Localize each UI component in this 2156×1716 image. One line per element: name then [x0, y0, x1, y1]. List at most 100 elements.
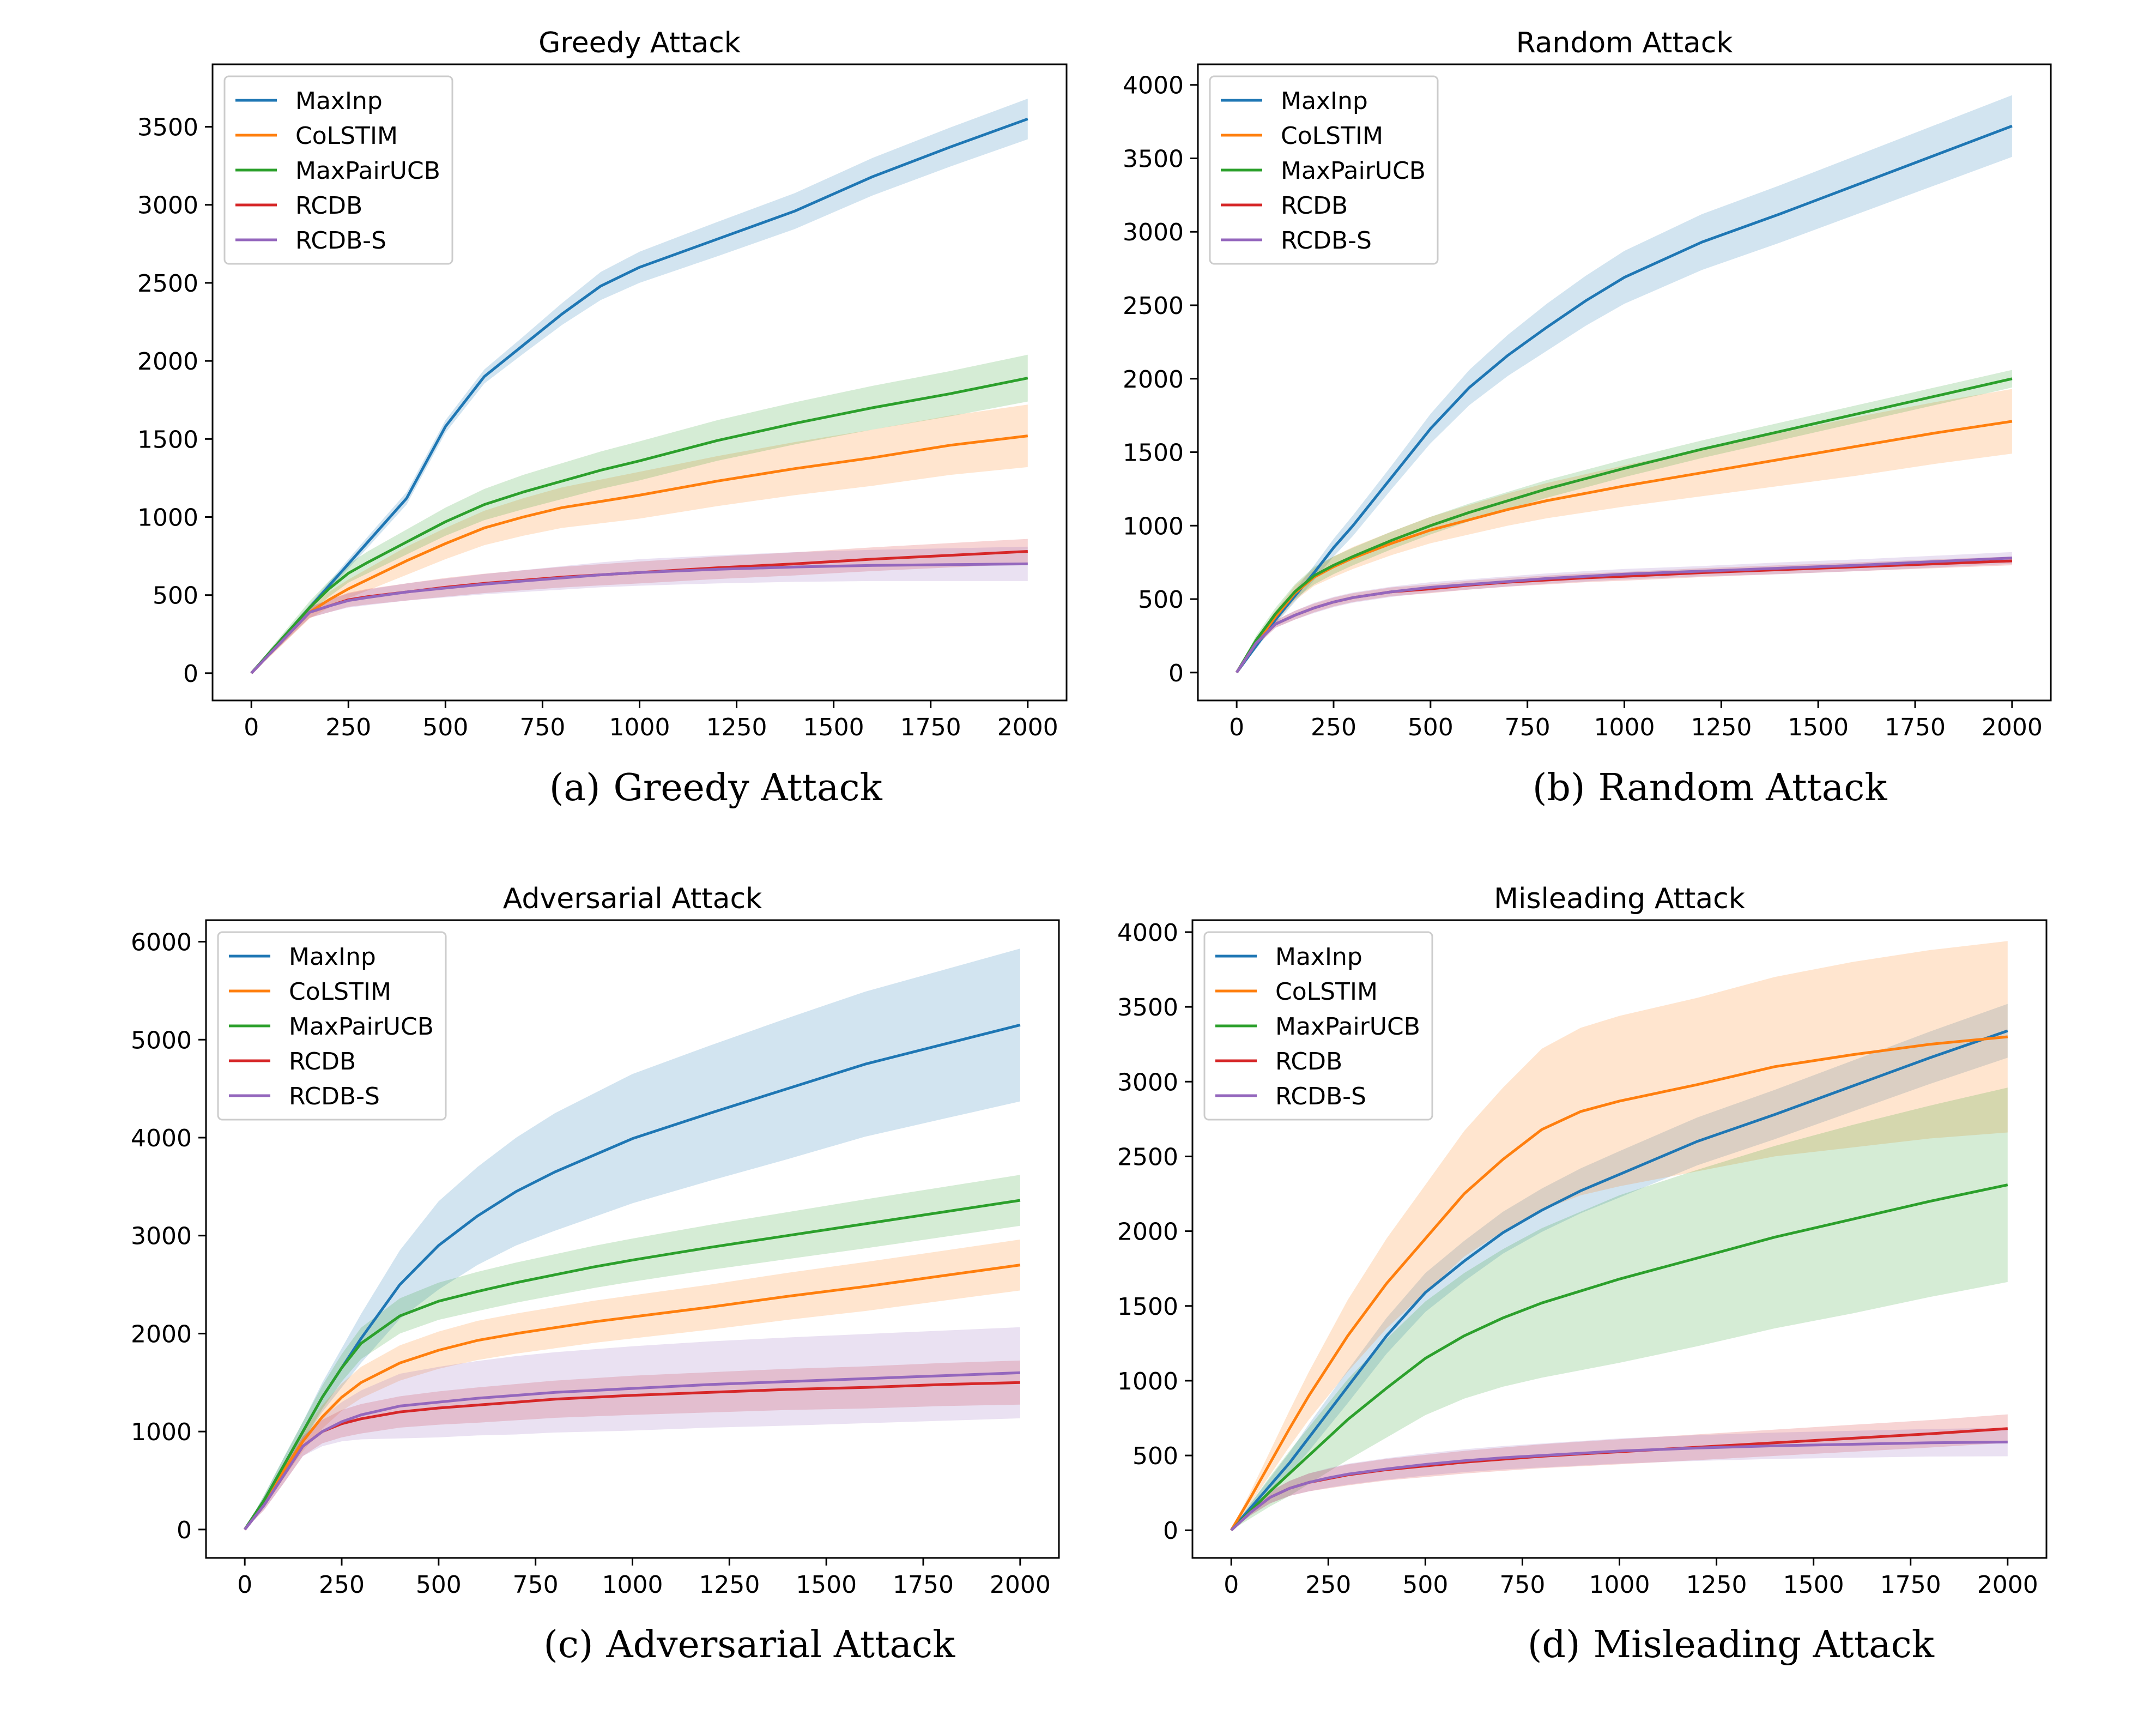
- legend-label-colstim: CoLSTIM: [289, 978, 391, 1006]
- y-tick-label: 1500: [1117, 1293, 1178, 1321]
- x-tick-label: 250: [319, 1571, 365, 1599]
- legend-label-maxpairucb: MaxPairUCB: [295, 157, 440, 185]
- x-tick-label: 750: [519, 714, 565, 741]
- legend-label-colstim: CoLSTIM: [295, 122, 398, 150]
- band-colstim: [251, 404, 1028, 673]
- band-maxpairucb: [1231, 1087, 2008, 1531]
- caption-text: Misleading Attack: [1594, 1623, 1935, 1666]
- chart-title: Greedy Attack: [538, 27, 741, 59]
- y-tick-label: 5000: [131, 1026, 192, 1054]
- y-tick-label: 2000: [1117, 1218, 1178, 1246]
- x-tick-label: 1500: [803, 714, 864, 741]
- line-rcdb-s: [1236, 557, 2013, 674]
- line-maxpairucb: [250, 377, 1028, 674]
- legend-label-maxinp: MaxInp: [289, 943, 376, 971]
- y-tick-label: 0: [183, 660, 198, 688]
- y-tick-label: 2000: [131, 1320, 192, 1348]
- legend-label-rcdb-s: RCDB-S: [289, 1083, 380, 1110]
- y-tick-label: 3000: [1117, 1068, 1178, 1096]
- line-maxinp: [1236, 124, 2013, 674]
- y-tick-label: 2000: [137, 348, 198, 376]
- y-tick-label: 2000: [1123, 366, 1184, 394]
- legend-label-colstim: CoLSTIM: [1281, 122, 1383, 150]
- y-tick-label: 500: [1138, 586, 1184, 614]
- y-tick-label: 1000: [137, 504, 198, 532]
- legend-box: [217, 931, 447, 1121]
- x-tick-label: 250: [1305, 1571, 1351, 1599]
- x-tick-label: 1000: [602, 1571, 663, 1599]
- band-maxinp: [251, 99, 1028, 673]
- line-colstim: [1230, 1035, 2008, 1531]
- legend-label-maxinp: MaxInp: [1281, 87, 1368, 115]
- legend: MaxInp CoLSTIM MaxPairUCB RCDB RCDB-S: [1209, 75, 1439, 265]
- legend: MaxInp CoLSTIM MaxPairUCB RCDB RCDB-S: [217, 931, 447, 1121]
- y-tick-label: 4000: [1123, 72, 1184, 100]
- band-rcdb: [251, 539, 1028, 673]
- x-tick-label: 1500: [1783, 1571, 1844, 1599]
- legend: MaxInp CoLSTIM MaxPairUCB RCDB RCDB-S: [223, 75, 453, 265]
- x-tick-label: 500: [1408, 714, 1454, 741]
- legend-label-rcdb-s: RCDB-S: [1281, 227, 1372, 255]
- x-tick-label: 2000: [1982, 714, 2043, 741]
- plot-area: [244, 948, 1021, 1531]
- band-maxpairucb: [245, 1175, 1020, 1530]
- legend-label-rcdb: RCDB: [289, 1048, 356, 1075]
- chart-panel-3: Adversarial Attack 0 250 500 750 1000 1250 1500…: [131, 883, 1060, 1666]
- band-maxpairucb: [251, 354, 1028, 673]
- caption-label: (c): [543, 1623, 593, 1666]
- legend-box: [1203, 931, 1433, 1121]
- x-tick-label: 750: [513, 1571, 559, 1599]
- legend-box: [223, 75, 453, 265]
- x-tick-label: 2000: [990, 1571, 1051, 1599]
- caption-text: Random Attack: [1598, 766, 1888, 809]
- x-tick-label: 1500: [796, 1571, 857, 1599]
- x-tick-label: 0: [1224, 1571, 1239, 1599]
- legend-label-rcdb-s: RCDB-S: [1275, 1083, 1366, 1110]
- y-tick-label: 4000: [131, 1125, 192, 1152]
- x-tick-label: 0: [1229, 714, 1244, 741]
- y-tick-label: 500: [153, 582, 198, 610]
- y-tick-label: 3500: [1123, 145, 1184, 173]
- legend: MaxInp CoLSTIM MaxPairUCB RCDB RCDB-S: [1203, 931, 1433, 1121]
- band-rcdb: [1231, 1414, 2008, 1531]
- line-maxpairucb: [1235, 377, 2013, 674]
- y-tick-label: 0: [1163, 1517, 1178, 1545]
- line-rcdb: [1236, 559, 2012, 674]
- legend-label-colstim: CoLSTIM: [1275, 978, 1378, 1006]
- band-maxinp: [245, 948, 1020, 1530]
- line-rcdb-s: [250, 562, 1028, 674]
- band-rcdb-s: [1231, 1428, 2008, 1531]
- y-tick-label: 3000: [1123, 219, 1184, 246]
- band-maxinp: [1237, 95, 2012, 673]
- legend-label-rcdb: RCDB: [1281, 192, 1348, 220]
- line-maxpairucb: [244, 1199, 1021, 1531]
- y-tick-label: 1000: [1117, 1368, 1178, 1395]
- chart-title: Random Attack: [1516, 27, 1733, 59]
- line-maxpairucb: [1230, 1183, 2008, 1531]
- band-maxpairucb: [1237, 370, 2012, 673]
- caption-label: (b): [1533, 766, 1585, 809]
- caption-text: Adversarial Attack: [606, 1623, 956, 1666]
- x-tick-label: 500: [1402, 1571, 1448, 1599]
- band-rcdb-s: [1237, 552, 2012, 673]
- y-tick-label: 1500: [1123, 439, 1184, 467]
- plot-area: [1235, 95, 2013, 674]
- legend-label-maxpairucb: MaxPairUCB: [1275, 1013, 1420, 1041]
- x-tick-label: 2000: [997, 714, 1058, 741]
- y-tick-label: 3000: [131, 1223, 192, 1250]
- x-tick-label: 1250: [699, 1571, 760, 1599]
- y-tick-label: 2500: [1123, 292, 1184, 320]
- x-tick-label: 750: [1505, 714, 1551, 741]
- y-tick-label: 2500: [1117, 1143, 1178, 1171]
- legend-label-maxpairucb: MaxPairUCB: [289, 1013, 434, 1041]
- legend-label-maxpairucb: MaxPairUCB: [1281, 157, 1426, 185]
- band-rcdb-s: [251, 546, 1028, 673]
- plot-area: [1230, 941, 2008, 1532]
- x-tick-label: 750: [1499, 1571, 1545, 1599]
- x-tick-label: 250: [325, 714, 371, 741]
- y-tick-label: 1500: [137, 426, 198, 454]
- y-tick-label: 0: [177, 1516, 192, 1544]
- y-tick-label: 6000: [131, 929, 192, 957]
- plot-area: [250, 99, 1028, 674]
